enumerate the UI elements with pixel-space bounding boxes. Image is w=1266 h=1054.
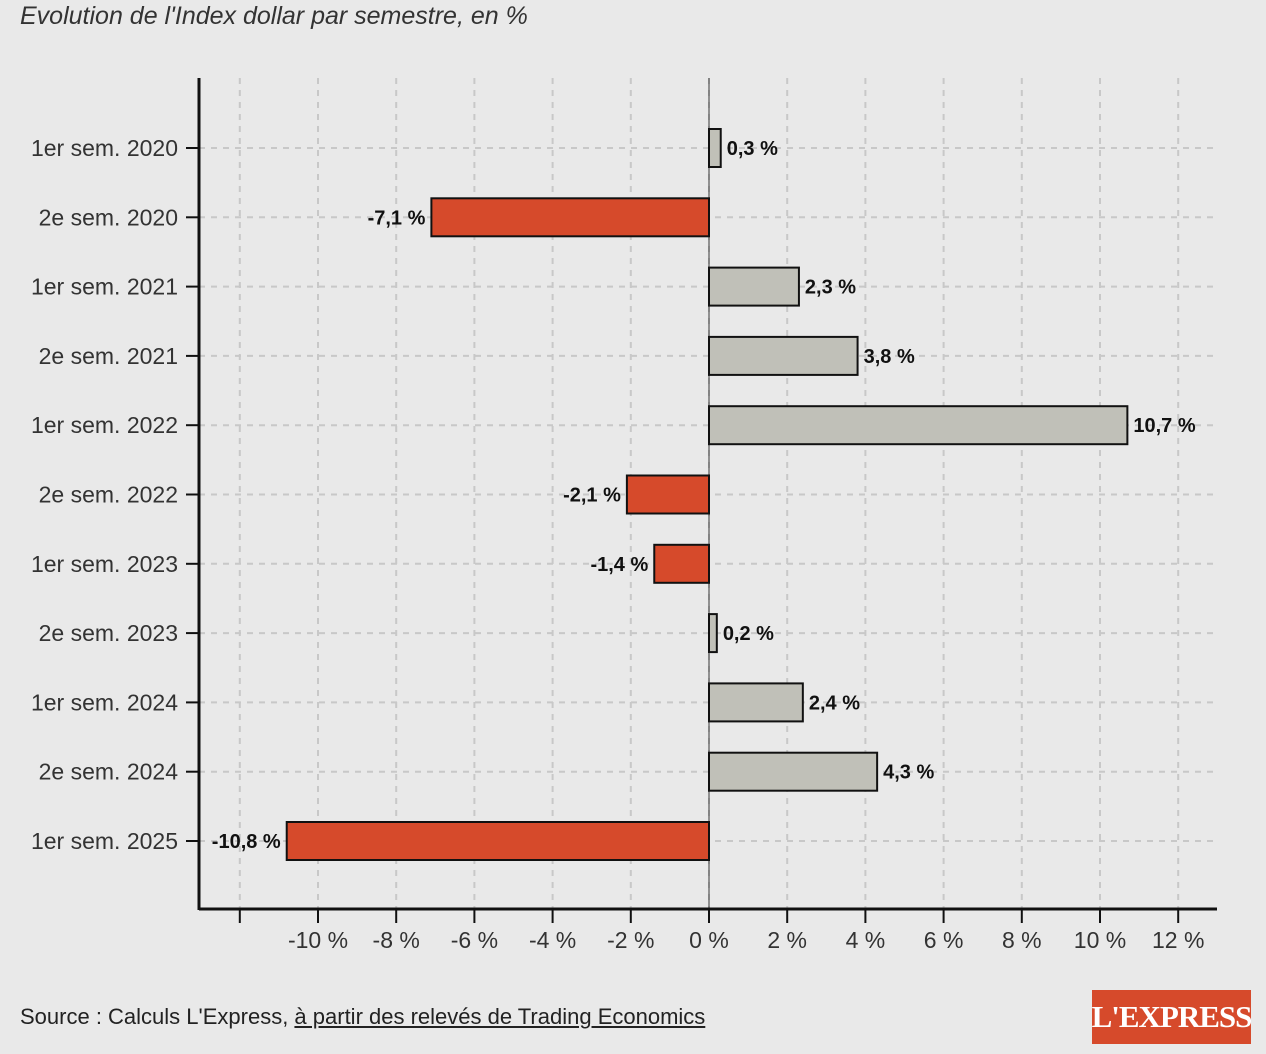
category-label: 2e sem. 2023 [39, 620, 178, 646]
x-tick-label: -10 % [288, 927, 348, 953]
x-tick-label: -6 % [451, 927, 498, 953]
x-tick-label: 4 % [846, 927, 886, 953]
x-tick-label: 10 % [1074, 927, 1126, 953]
x-tick-label: 8 % [1002, 927, 1042, 953]
source-prefix: Source : Calculs L'Express, [20, 1004, 295, 1029]
category-label: 1er sem. 2020 [31, 135, 178, 161]
data-label: 2,3 % [805, 277, 856, 299]
source-link[interactable]: à partir des relevés de Trading Economic… [294, 1004, 706, 1029]
x-tick-label: -4 % [529, 927, 576, 953]
data-label: 10,7 % [1133, 415, 1195, 437]
source-note: Source : Calculs L'Express, à partir des… [20, 1004, 705, 1030]
data-label: -2,1 % [563, 485, 621, 507]
chart-title: Evolution de l'Index dollar par semestre… [20, 2, 528, 30]
category-label: 1er sem. 2022 [31, 412, 178, 438]
category-label: 2e sem. 2020 [39, 204, 178, 230]
bar [708, 335, 859, 376]
bar [285, 821, 710, 861]
x-tick-label: -8 % [373, 927, 420, 953]
x-tick-label: 12 % [1152, 927, 1204, 953]
bar [430, 197, 710, 238]
category-label: 2e sem. 2022 [39, 482, 178, 508]
bar [708, 405, 1129, 446]
category-label: 1er sem. 2024 [31, 689, 178, 715]
data-label: 0,2 % [723, 623, 774, 645]
category-label: 1er sem. 2025 [31, 828, 178, 854]
data-label: -7,1 % [368, 207, 426, 229]
data-label: -1,4 % [590, 554, 648, 576]
category-label: 1er sem. 2023 [31, 551, 178, 577]
lexpress-logo: L'EXPRESS [1092, 990, 1252, 1044]
bar [708, 128, 722, 168]
category-label: 1er sem. 2021 [31, 274, 178, 300]
category-label: 2e sem. 2021 [39, 343, 178, 369]
bar [625, 474, 711, 515]
data-label: 4,3 % [883, 762, 934, 784]
x-tick-label: 0 % [689, 927, 729, 953]
bar [708, 266, 800, 307]
bar [708, 751, 879, 792]
bar [653, 543, 711, 584]
chart-area: 0,3 % -7,1 % 2,3 % 3,8 % 10,7 % -2,1 % -1,4 % 0… [31, 78, 1217, 953]
x-tick-label: 6 % [924, 927, 964, 953]
bar [708, 613, 718, 654]
data-label: 2,4 % [809, 692, 860, 714]
x-tick-label: -2 % [607, 927, 654, 953]
data-label: 3,8 % [864, 346, 915, 368]
x-tick-label: 2 % [767, 927, 807, 953]
category-label: 2e sem. 2024 [39, 759, 179, 785]
bar [708, 682, 804, 723]
data-label: 0,3 % [727, 138, 778, 160]
data-label: -10,8 % [212, 831, 281, 853]
